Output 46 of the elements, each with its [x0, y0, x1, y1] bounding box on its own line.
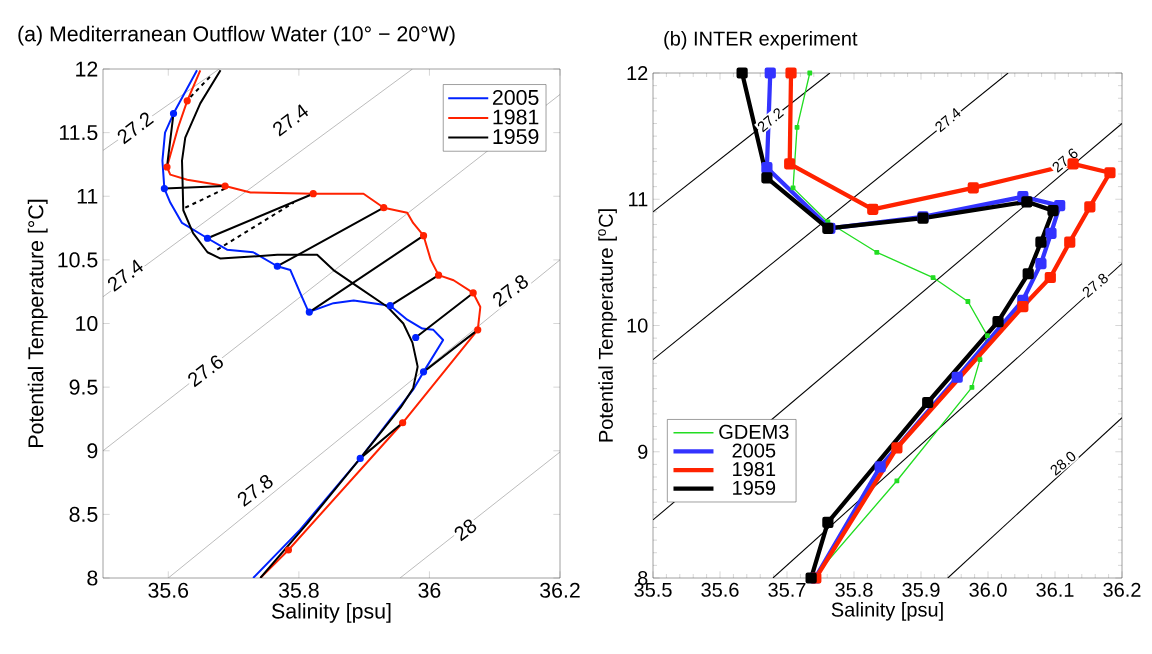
y-tick-label: 9.5 — [69, 379, 98, 395]
y-tick-label: 12 — [627, 66, 648, 80]
chart-title: (a) Mediterranean Outflow Water (10° − 20°W) — [18, 25, 455, 46]
y-tick-label: 9 — [638, 444, 648, 459]
y-tick-label: 9 — [87, 443, 98, 459]
legend-label: 2005 — [732, 443, 776, 458]
y-tick-label: 11 — [77, 188, 98, 204]
y-axis-title: Potential Temperature [°C] — [27, 199, 48, 447]
x-tick-label: 36.2 — [1103, 582, 1141, 597]
legend-label: 1959 — [493, 129, 539, 145]
legend-label: GDEM3 — [719, 424, 789, 439]
x-axis-title: Salinity [psu] — [271, 602, 391, 623]
annotation: 27.2 — [117, 112, 154, 145]
x-tick-label: 35.8 — [835, 582, 873, 597]
x-tick-label: 35.8 — [278, 582, 319, 598]
annotation: 27.4 — [935, 107, 961, 133]
y-tick-label: 11 — [629, 192, 648, 207]
annotation: 28 — [454, 519, 477, 542]
y-tick-label: 10 — [627, 318, 648, 333]
legend-label: 2005 — [492, 89, 539, 105]
annotation: 27.4 — [273, 104, 309, 137]
annotation: 27.2 — [757, 108, 784, 133]
y-tick-label: 11.5 — [59, 125, 98, 141]
chart-title: (b) INTER experiment — [664, 30, 858, 50]
legend-label: 1981 — [733, 462, 776, 477]
x-tick-label: 35.7 — [768, 582, 806, 597]
x-tick-label: 36.2 — [540, 582, 580, 598]
y-tick-label: 8 — [87, 570, 98, 586]
x-tick-label: 36 — [418, 582, 441, 598]
x-tick-label: 35.6 — [148, 582, 189, 598]
x-tick-label: 36.0 — [969, 582, 1007, 597]
annotation: 27.4 — [107, 259, 143, 292]
y-tick-label: 8.5 — [69, 506, 98, 522]
x-axis-title: Salinity [psu] — [831, 602, 943, 621]
x-tick-label: 35.6 — [701, 582, 739, 597]
x-tick-label: 36.1 — [1036, 582, 1074, 597]
annotation: 27.8 — [237, 475, 273, 507]
annotation: 27.6 — [188, 355, 223, 388]
legend-label: 1981 — [493, 109, 539, 125]
x-tick-label: 35.9 — [902, 582, 940, 597]
y-tick-label: 10.5 — [58, 252, 98, 268]
legend-label: 1959 — [733, 480, 776, 495]
y-tick-label: 10 — [76, 315, 98, 332]
annotation: 27.8 — [493, 275, 528, 308]
y-tick-label: 12 — [76, 61, 98, 77]
y-axis-title: Potential Temperature [$^{o}$C] — [598, 209, 617, 442]
